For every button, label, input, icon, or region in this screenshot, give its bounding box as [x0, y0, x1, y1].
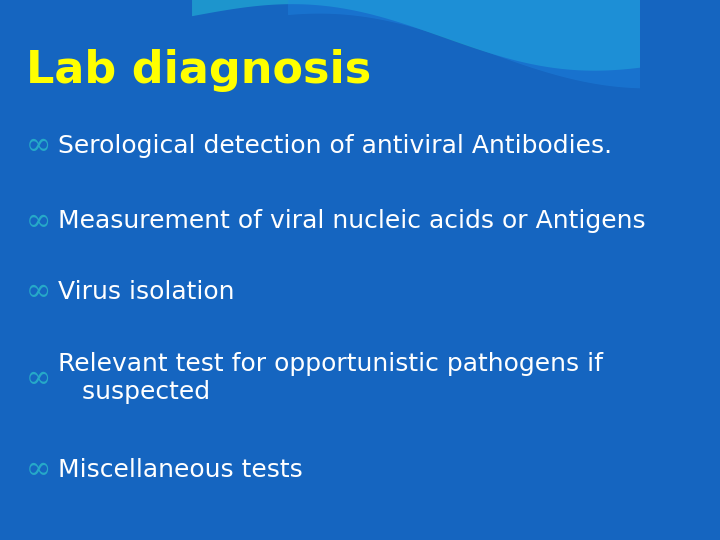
Text: Lab diagnosis: Lab diagnosis — [26, 49, 371, 92]
PathPatch shape — [288, 0, 640, 89]
Text: Serological detection of antiviral Antibodies.: Serological detection of antiviral Antib… — [58, 134, 612, 158]
PathPatch shape — [192, 0, 640, 71]
Text: ∞: ∞ — [26, 130, 51, 161]
Text: Relevant test for opportunistic pathogens if
   suspected: Relevant test for opportunistic pathogen… — [58, 352, 603, 404]
Text: ∞: ∞ — [26, 454, 51, 485]
Text: ∞: ∞ — [26, 276, 51, 307]
Text: ∞: ∞ — [26, 362, 51, 394]
Text: ∞: ∞ — [26, 206, 51, 237]
Text: Virus isolation: Virus isolation — [58, 280, 234, 303]
Text: Measurement of viral nucleic acids or Antigens: Measurement of viral nucleic acids or An… — [58, 210, 645, 233]
Text: Miscellaneous tests: Miscellaneous tests — [58, 458, 302, 482]
